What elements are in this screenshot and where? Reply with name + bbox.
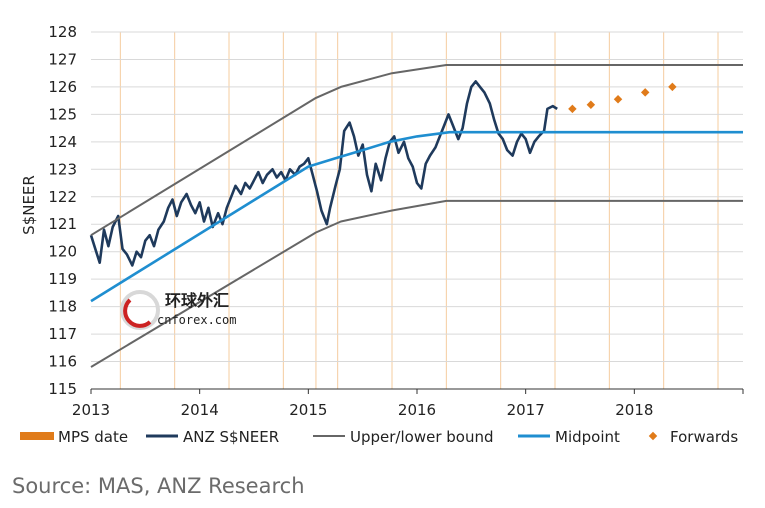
legend-label-1: ANZ S$NEER bbox=[183, 428, 279, 446]
legend-swatch-mps-date bbox=[20, 432, 54, 440]
forward-point-4 bbox=[668, 82, 677, 92]
bound-line-3 bbox=[90, 199, 743, 368]
y-tick-label-123: 123 bbox=[48, 160, 77, 178]
midpoint-line bbox=[90, 130, 743, 303]
y-tick-label-124: 124 bbox=[48, 133, 77, 151]
y-tick-label-119: 119 bbox=[48, 270, 77, 288]
y-tick-label-117: 117 bbox=[48, 325, 77, 343]
x-tick-label-2014: 2014 bbox=[181, 401, 219, 419]
legend-label-0: MPS date bbox=[58, 428, 128, 446]
bound-line-2 bbox=[90, 64, 743, 237]
y-tick-label-121: 121 bbox=[48, 215, 77, 233]
axes: 115 116 117 118 119 120 121 122 123 124 125 126 127 1… bbox=[48, 23, 744, 419]
x-tick-label-2015: 2015 bbox=[289, 401, 327, 419]
x-tick-label-2017: 2017 bbox=[507, 401, 545, 419]
legend-label-4: Forwards bbox=[670, 428, 738, 446]
legend-swatch-forwards bbox=[648, 431, 658, 441]
watermark-logo-icon bbox=[120, 290, 160, 330]
legend-label-2: Upper/lower bound bbox=[350, 428, 493, 446]
watermark: 环球外汇 cnforex.com bbox=[120, 290, 236, 330]
y-tick-label-120: 120 bbox=[48, 243, 77, 261]
y-tick-label-118: 118 bbox=[48, 298, 77, 316]
y-tick-label-128: 128 bbox=[48, 23, 77, 41]
y-tick-label-115: 115 bbox=[48, 380, 77, 398]
forward-point-1 bbox=[586, 100, 596, 110]
y-tick-label-127: 127 bbox=[48, 50, 77, 68]
watermark-cn-text: 环球外汇 bbox=[165, 291, 229, 310]
source-note: Source: MAS, ANZ Research bbox=[12, 474, 305, 498]
forward-point-2 bbox=[613, 95, 623, 104]
legend: MPS date ANZ S$NEER Upper/lower bound Midpo… bbox=[20, 428, 738, 446]
forward-point-3 bbox=[640, 88, 650, 97]
watermark-url-text: cnforex.com bbox=[157, 313, 236, 327]
y-tick-label-125: 125 bbox=[48, 105, 77, 123]
watermark-logo-arc bbox=[123, 298, 152, 328]
forward-point-0 bbox=[568, 104, 577, 114]
y-tick-label-122: 122 bbox=[48, 188, 77, 206]
legend-label-3: Midpoint bbox=[555, 428, 620, 446]
y-axis-label: S$NEER bbox=[20, 175, 38, 235]
x-tick-label-2013: 2013 bbox=[72, 401, 110, 419]
x-tick-label-2018: 2018 bbox=[615, 401, 653, 419]
anz-sneer-line bbox=[89, 80, 558, 267]
y-tick-label-116: 116 bbox=[48, 353, 77, 371]
chart: 115 116 117 118 119 120 121 122 123 124 125 126 127 1… bbox=[20, 23, 744, 446]
mps-date-lines bbox=[119, 32, 719, 389]
x-tick-label-2016: 2016 bbox=[398, 401, 436, 419]
y-tick-label-126: 126 bbox=[48, 78, 77, 96]
